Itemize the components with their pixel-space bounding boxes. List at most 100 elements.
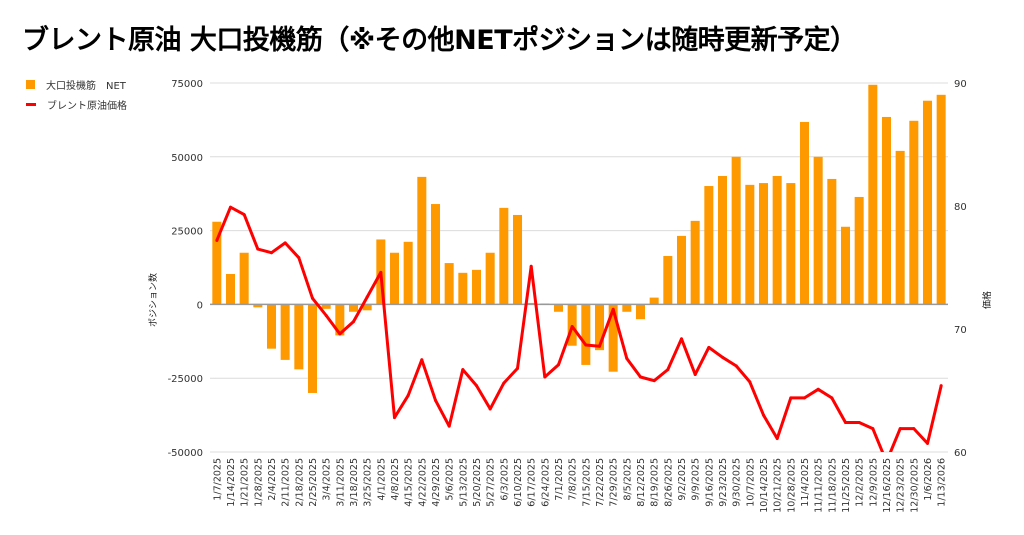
bar	[745, 184, 755, 305]
x-tick-label: 9/2/2025	[677, 458, 688, 501]
price-point	[844, 420, 847, 424]
x-tick-label: 3/11/2025	[335, 458, 346, 507]
price-point	[529, 264, 533, 268]
x-tick-label: 12/16/2025	[882, 458, 893, 513]
price-point	[707, 345, 711, 349]
bar	[704, 186, 714, 305]
price-point	[557, 363, 560, 367]
bar	[444, 263, 454, 305]
bar	[294, 304, 304, 370]
price-point	[762, 413, 765, 417]
price-point	[406, 393, 410, 397]
x-tick-label: 1/6/2026	[923, 458, 934, 501]
bar	[389, 252, 400, 305]
y2-axis-title: 価格	[981, 291, 993, 309]
x-tick-label: 4/29/2025	[431, 458, 442, 507]
bar	[266, 304, 277, 349]
bar	[909, 120, 919, 305]
price-point	[652, 379, 656, 383]
price-point	[789, 396, 793, 400]
y-axis-title: ポジション数	[147, 273, 159, 327]
x-tick-label: 11/25/2025	[841, 458, 852, 513]
bar	[854, 196, 864, 305]
bar	[253, 304, 263, 308]
x-tick-label: 3/25/2025	[363, 458, 374, 507]
x-tick-label: 4/1/2025	[376, 458, 387, 501]
price-point	[926, 441, 929, 445]
price-point	[775, 436, 779, 440]
bar	[430, 204, 441, 305]
x-tick-label: 10/14/2025	[759, 458, 770, 513]
price-point	[270, 251, 273, 255]
y-tick-label: 50000	[171, 153, 203, 164]
price-point	[543, 375, 547, 379]
y-tick-label: -50000	[168, 448, 203, 459]
price-point	[598, 344, 601, 348]
bar	[512, 214, 523, 305]
bar	[881, 116, 892, 305]
price-point	[229, 205, 232, 209]
price-point	[447, 424, 451, 428]
legend-item-price: ブレント原油価格	[26, 94, 127, 114]
bar	[307, 304, 318, 393]
y2-tick-label: 70	[954, 325, 967, 336]
bar	[840, 226, 851, 305]
price-point	[611, 307, 615, 311]
bar	[868, 84, 878, 305]
price-point	[721, 355, 724, 359]
price-point	[215, 238, 219, 242]
price-point	[379, 270, 383, 274]
x-tick-label: 4/22/2025	[417, 458, 428, 507]
price-point	[584, 343, 588, 347]
x-tick-label: 7/22/2025	[595, 458, 606, 507]
price-point	[666, 368, 670, 372]
price-point	[680, 337, 683, 341]
x-tick-label: 9/30/2025	[732, 458, 743, 507]
bar	[895, 150, 905, 305]
bar	[594, 304, 605, 351]
x-tick-label: 12/9/2025	[868, 458, 879, 507]
y-tick-label: 25000	[171, 227, 203, 238]
bar	[635, 304, 646, 320]
price-point	[625, 357, 629, 361]
price-point	[516, 366, 519, 370]
bar	[280, 304, 290, 360]
price-point	[420, 358, 424, 362]
price-point	[365, 295, 369, 299]
x-tick-label: 7/29/2025	[609, 458, 620, 507]
x-tick-label: 1/14/2025	[226, 458, 237, 507]
y2-tick-label: 80	[954, 202, 967, 213]
bar	[717, 175, 728, 305]
bar	[553, 304, 564, 312]
price-point	[693, 373, 697, 377]
x-tick-label: 6/17/2025	[527, 458, 538, 507]
bar	[581, 304, 591, 365]
price-point	[393, 416, 396, 420]
bar	[786, 183, 796, 305]
price-point	[475, 384, 478, 388]
price-point	[324, 313, 328, 317]
y-tick-label: -25000	[168, 374, 203, 385]
y-tick-label: 75000	[171, 79, 203, 90]
price-point	[434, 398, 437, 402]
price-point	[748, 380, 752, 384]
price-point	[816, 387, 820, 391]
price-point	[639, 375, 642, 379]
bar	[225, 273, 236, 305]
bar	[663, 255, 673, 305]
x-tick-label: 1/21/2025	[240, 458, 251, 507]
price-point	[461, 368, 465, 372]
legend-swatch-bar	[26, 79, 35, 89]
x-tick-label: 5/20/2025	[472, 458, 483, 507]
bar	[608, 304, 618, 372]
legend: 大口投機筋 NET ブレント原油価格	[26, 74, 127, 114]
y2-tick-label: 60	[954, 448, 967, 459]
price-point	[352, 320, 355, 324]
bar	[758, 183, 769, 305]
price-point	[803, 396, 806, 400]
x-tick-label: 11/11/2025	[814, 458, 825, 513]
x-tick-label: 9/23/2025	[718, 458, 729, 507]
x-tick-label: 1/13/2026	[937, 458, 948, 507]
y-tick-label: 0	[197, 300, 203, 311]
bar	[936, 94, 946, 305]
